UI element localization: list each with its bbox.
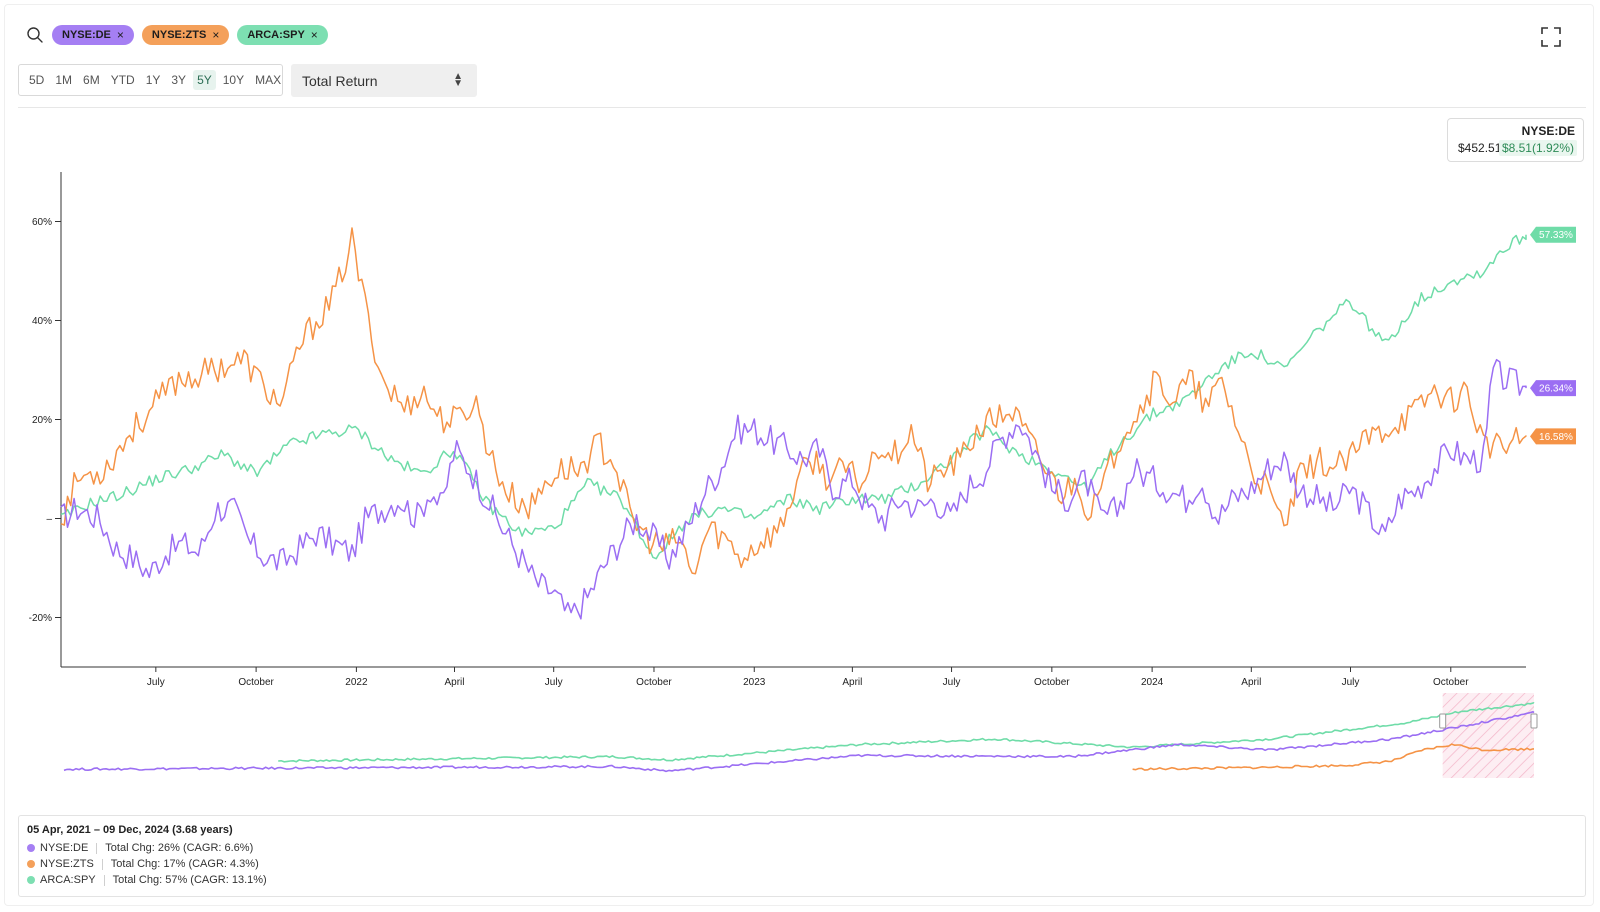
- range-button-ytd[interactable]: YTD: [110, 73, 135, 87]
- summary-symbol: NYSE:DE: [40, 842, 89, 854]
- x-tick-label: April: [1241, 677, 1261, 688]
- return-mode-select[interactable]: Total Return ▲ ▼: [291, 64, 477, 97]
- symbol-chip-de[interactable]: NYSE:DE ×: [52, 25, 134, 45]
- range-button-1m[interactable]: 1M: [55, 73, 73, 87]
- y-tick-label: 40%: [32, 316, 52, 327]
- x-tick-label: July: [147, 677, 165, 688]
- symbol-chip-label: ARCA:SPY: [247, 29, 305, 41]
- x-tick-label: October: [238, 677, 274, 688]
- navigator-selection-hatch: [1442, 693, 1534, 778]
- end-label-badge: [1530, 380, 1576, 397]
- x-tick-label: July: [1342, 677, 1360, 688]
- navigator-handle-right[interactable]: [1530, 713, 1538, 729]
- main-line-chart[interactable]: 60% 40% 20% – -20% July October 2022 April July Oc…: [0, 160, 1600, 690]
- range-button-10y[interactable]: 10Y: [222, 73, 245, 87]
- y-tick-label: -20%: [29, 613, 52, 624]
- separator: [101, 858, 103, 870]
- navigator-handle-left[interactable]: [1439, 713, 1447, 729]
- x-tick-label: October: [636, 677, 672, 688]
- navigator-line-spy: [278, 702, 1535, 763]
- x-tick-label: October: [1433, 677, 1469, 688]
- summary-row-de: NYSE:DE Total Chg: 26% (CAGR: 6.6%): [27, 842, 253, 854]
- legend-dot: [27, 876, 35, 884]
- summary-stats: Total Chg: 57% (CAGR: 13.1%): [112, 874, 267, 886]
- x-tick-label: April: [444, 677, 464, 688]
- series-line-spy[interactable]: [60, 234, 1527, 560]
- range-button-1y[interactable]: 1Y: [145, 73, 161, 87]
- summary-row-spy: ARCA:SPY Total Chg: 57% (CAGR: 13.1%): [27, 874, 267, 886]
- symbol-chip-zts[interactable]: NYSE:ZTS ×: [141, 25, 230, 45]
- remove-chip-icon[interactable]: ×: [116, 28, 124, 42]
- series-end-label: 57.33%: [1530, 226, 1576, 243]
- search-icon[interactable]: [26, 26, 44, 44]
- y-tick-label: 20%: [32, 415, 52, 426]
- range-button-5d[interactable]: 5D: [29, 73, 45, 87]
- x-tick-label: April: [842, 677, 862, 688]
- symbol-chip-spy[interactable]: ARCA:SPY ×: [237, 25, 328, 45]
- chart-widget-frame: [4, 4, 1594, 906]
- fullscreen-icon[interactable]: [1540, 26, 1562, 48]
- y-tick-label: 60%: [32, 217, 52, 228]
- x-tick-label: October: [1034, 677, 1070, 688]
- toolbar-divider: [18, 107, 1586, 108]
- y-tick-label: –: [46, 514, 52, 525]
- chevron-updown-icon: ▲ ▼: [453, 71, 463, 89]
- series-line-zts[interactable]: [60, 227, 1527, 575]
- navigator-line-zts: [1132, 743, 1534, 771]
- end-label-badge: [1530, 428, 1576, 445]
- end-label-badge: [1530, 226, 1576, 243]
- remove-chip-icon[interactable]: ×: [310, 28, 318, 42]
- summary-symbol: NYSE:ZTS: [40, 858, 94, 870]
- end-label-text: 26.34%: [1539, 384, 1573, 395]
- series-end-label: 16.58%: [1530, 428, 1576, 445]
- end-label-text: 57.33%: [1539, 230, 1573, 241]
- legend-dot: [27, 860, 35, 868]
- series-line-de[interactable]: [60, 358, 1527, 620]
- separator: [96, 842, 98, 854]
- range-navigator[interactable]: [0, 690, 1600, 790]
- time-range-selector: 5D 1M 6M YTD 1Y 3Y 5Y 10Y MAX: [18, 64, 283, 96]
- x-tick-label: July: [943, 677, 961, 688]
- tooltip-change: $8.51(1.92%): [1498, 140, 1577, 156]
- series-end-label: 26.34%: [1530, 380, 1576, 397]
- x-tick-label: July: [545, 677, 563, 688]
- summary-stats: Total Chg: 17% (CAGR: 4.3%): [110, 858, 259, 870]
- legend-dot: [27, 844, 35, 852]
- summary-row-zts: NYSE:ZTS Total Chg: 17% (CAGR: 4.3%): [27, 858, 259, 870]
- remove-chip-icon[interactable]: ×: [212, 28, 220, 42]
- range-button-6m[interactable]: 6M: [83, 73, 100, 87]
- performance-summary: 05 Apr, 2021 – 09 Dec, 2024 (3.68 years)…: [18, 815, 1586, 897]
- tooltip-price: $452.51: [1458, 141, 1502, 155]
- x-tick-label: 2023: [743, 677, 766, 688]
- summary-symbol: ARCA:SPY: [40, 874, 96, 886]
- range-button-5y[interactable]: 5Y: [193, 70, 216, 90]
- range-button-max[interactable]: MAX: [255, 73, 282, 87]
- range-button-3y[interactable]: 3Y: [171, 73, 187, 87]
- x-tick-label: 2022: [345, 677, 368, 688]
- summary-stats: Total Chg: 26% (CAGR: 6.6%): [105, 842, 254, 854]
- navigator-line-de: [63, 710, 1535, 773]
- symbol-search-bar: NYSE:DE × NYSE:ZTS × ARCA:SPY ×: [26, 25, 336, 45]
- return-mode-value: Total Return: [302, 72, 378, 89]
- tooltip-symbol: NYSE:DE: [1521, 124, 1575, 138]
- symbol-chip-label: NYSE:DE: [62, 29, 111, 41]
- symbol-chip-label: NYSE:ZTS: [151, 29, 207, 41]
- price-tooltip: NYSE:DE $452.51 $8.51(1.92%): [1447, 118, 1584, 162]
- summary-period: 05 Apr, 2021 – 09 Dec, 2024 (3.68 years): [27, 824, 233, 836]
- x-tick-label: 2024: [1141, 677, 1164, 688]
- end-label-text: 16.58%: [1539, 432, 1573, 443]
- separator: [103, 874, 105, 886]
